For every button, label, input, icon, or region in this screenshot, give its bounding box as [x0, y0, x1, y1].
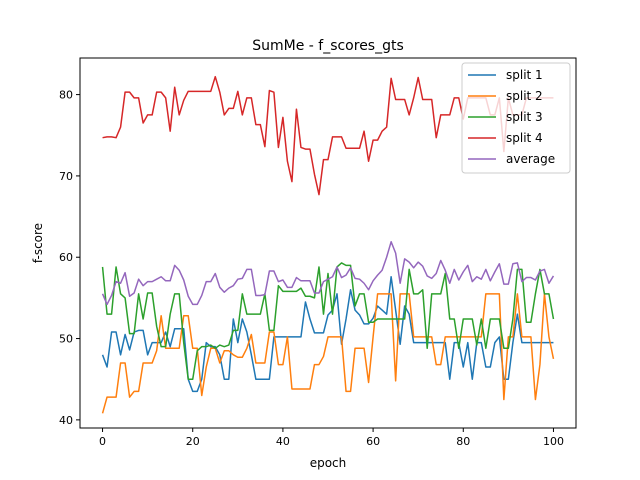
x-tick-label: 60: [366, 435, 380, 448]
y-tick-label: 80: [59, 89, 73, 102]
y-tick-label: 40: [59, 414, 73, 427]
legend-label-1: split 1: [506, 68, 543, 82]
legend: split 1 split 2 split 3 split 4 average: [462, 63, 570, 173]
y-tick-label: 50: [59, 333, 73, 346]
x-tick-label: 80: [456, 435, 470, 448]
x-tick-label: 0: [99, 435, 106, 448]
y-tick-label: 60: [59, 251, 73, 264]
legend-label-3: split 3: [506, 110, 543, 124]
x-axis-label: epoch: [310, 456, 347, 470]
y-axis-label: f-score: [31, 223, 45, 263]
chart-title: SumMe - f_scores_gts: [252, 38, 404, 54]
legend-label-5: average: [506, 152, 555, 166]
legend-label-2: split 2: [506, 89, 543, 103]
y-tick-label: 70: [59, 170, 73, 183]
x-tick-label: 20: [186, 435, 200, 448]
x-tick-label: 100: [543, 435, 564, 448]
x-tick-label: 40: [276, 435, 290, 448]
legend-label-4: split 4: [506, 131, 543, 145]
